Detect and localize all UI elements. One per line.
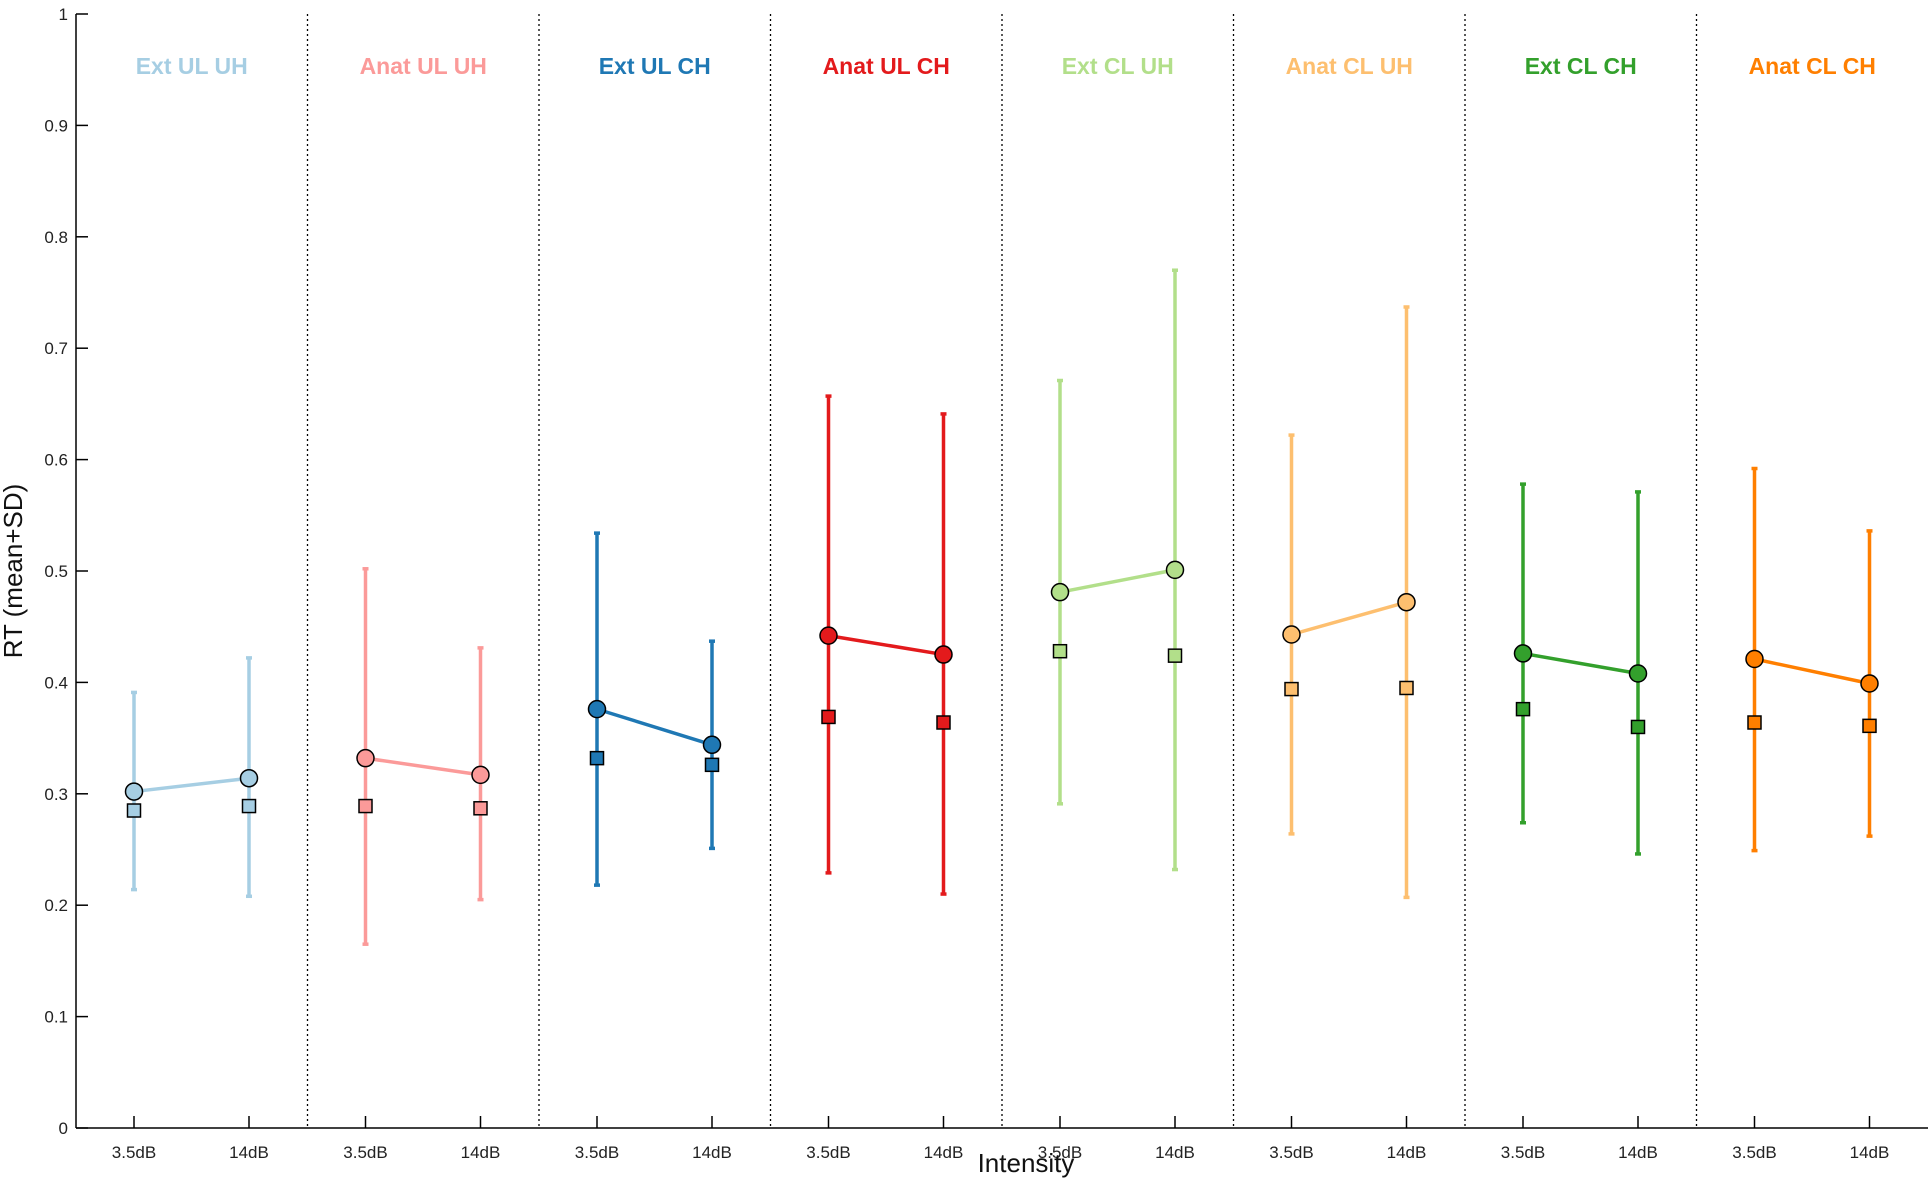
square-marker (821, 709, 836, 725)
square-marker (1630, 719, 1646, 735)
y-tick-label: 0.3 (44, 785, 68, 804)
x-tick-label: 14dB (1618, 1143, 1658, 1162)
y-tick-label: 0.8 (44, 228, 68, 247)
square-marker (1515, 701, 1531, 717)
group-title-anat-cl-ch: Anat CL CH (1749, 53, 1876, 79)
y-tick-label: 0.1 (44, 1008, 68, 1027)
x-tick-label: 14dB (924, 1143, 964, 1162)
square-marker (704, 757, 720, 773)
square-marker (241, 798, 257, 814)
y-tick-label: 0.2 (44, 896, 68, 915)
x-tick-label: 3.5dB (1269, 1143, 1313, 1162)
x-axis-title: Intensity (978, 1148, 1075, 1178)
x-tick-label: 3.5dB (1732, 1143, 1776, 1162)
x-tick-label: 14dB (692, 1143, 732, 1162)
square-marker (1862, 718, 1877, 734)
y-tick-label: 0 (59, 1119, 68, 1138)
series-line (828, 633, 944, 657)
series-line (365, 756, 481, 777)
plot-area: 0 0.1 0.2 0.3 0.4 0.5 0.6 0.7 0.8 0.9 1 Ext UL UH 3.… (44, 5, 1928, 1162)
circle-marker (239, 768, 259, 788)
circle-marker (702, 735, 722, 755)
y-tick-label: 0.4 (44, 673, 68, 692)
series-line (133, 776, 250, 794)
circle-marker (124, 782, 144, 801)
y-tick-label: 1 (59, 5, 68, 24)
group-title-anat-ul-uh: Anat UL UH (360, 53, 487, 79)
series-line (1291, 600, 1407, 637)
x-tick-label: 3.5dB (806, 1143, 850, 1162)
x-tick-label: 14dB (229, 1143, 269, 1162)
square-marker (126, 803, 142, 818)
square-marker (1167, 648, 1183, 663)
x-tick-label: 14dB (461, 1143, 501, 1162)
y-tick-label: 0.6 (44, 451, 68, 470)
x-tick-label: 14dB (1387, 1143, 1427, 1162)
x-tick-label: 3.5dB (112, 1143, 156, 1162)
circle-marker (1745, 649, 1764, 669)
circle-marker (1860, 674, 1879, 693)
circle-marker (1513, 644, 1533, 663)
group-title-anat-ul-ch: Anat UL CH (823, 53, 950, 79)
x-tick-label: 14dB (1155, 1143, 1195, 1162)
x-tick-label: 3.5dB (575, 1143, 619, 1162)
square-marker (1399, 680, 1414, 696)
y-tick-label: 0.5 (44, 562, 68, 581)
circle-marker (1050, 582, 1070, 602)
circle-marker (1628, 664, 1648, 683)
circle-marker (934, 645, 953, 664)
square-marker (1052, 643, 1068, 659)
circle-marker (819, 626, 838, 645)
y-tick-label: 0.7 (44, 339, 68, 358)
circle-marker (1397, 592, 1416, 612)
y-axis-title: RT (mean+SD) (0, 484, 28, 659)
x-tick-label: 3.5dB (1038, 1143, 1082, 1162)
circle-marker (471, 765, 490, 785)
group-title-ext-cl-ch: Ext CL CH (1525, 53, 1637, 79)
circle-marker (1165, 560, 1185, 580)
series-line (1059, 568, 1176, 594)
square-marker (936, 715, 951, 730)
group-title-anat-cl-uh: Anat CL UH (1286, 53, 1413, 79)
series-line (1522, 651, 1639, 676)
x-tick-label: 3.5dB (1501, 1143, 1545, 1162)
circle-marker (587, 699, 607, 719)
x-tick-label: 3.5dB (343, 1143, 387, 1162)
group-title-ext-ul-ch: Ext UL CH (599, 53, 711, 79)
x-tick-label: 14dB (1850, 1143, 1890, 1162)
y-tick-label: 0.9 (44, 116, 68, 135)
square-marker (1284, 681, 1299, 697)
series-line (596, 707, 713, 747)
square-marker (473, 801, 488, 816)
group-title-ext-cl-uh: Ext CL UH (1062, 53, 1174, 79)
square-marker (589, 750, 605, 766)
series-line (1754, 657, 1870, 686)
group-title-ext-ul-uh: Ext UL UH (136, 53, 248, 79)
circle-marker (356, 748, 375, 768)
square-marker (358, 798, 373, 814)
square-marker (1747, 715, 1762, 730)
circle-marker (1282, 625, 1301, 644)
